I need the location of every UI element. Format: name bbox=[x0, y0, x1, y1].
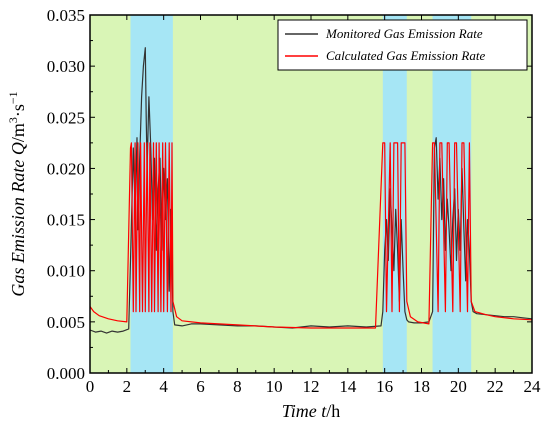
x-tick-label: 12 bbox=[303, 377, 320, 396]
x-tick-label: 6 bbox=[196, 377, 205, 396]
x-tick-label: 20 bbox=[450, 377, 467, 396]
y-tick-label: 0.025 bbox=[47, 108, 85, 127]
series-line-calculated bbox=[89, 142, 533, 329]
x-tick-label: 8 bbox=[233, 377, 242, 396]
y-tick-label: 0.015 bbox=[47, 211, 85, 230]
y-tick-label: 0.030 bbox=[47, 57, 85, 76]
x-tick-label: 4 bbox=[159, 377, 168, 396]
y-tick-label: 0.020 bbox=[47, 159, 85, 178]
series-lines bbox=[89, 47, 533, 334]
x-axis-title: Time t/h bbox=[282, 401, 341, 421]
highlight-band-2 bbox=[382, 15, 407, 373]
legend-label-monitored: Monitored Gas Emission Rate bbox=[325, 26, 483, 41]
x-tick-label: 10 bbox=[266, 377, 283, 396]
x-axis: 0 2 4 6 8 10 12 14 16 18 20 22 24 bbox=[86, 15, 541, 396]
legend-box bbox=[277, 19, 528, 71]
series-line-monitored bbox=[89, 47, 533, 334]
y-tick-label: 0.035 bbox=[47, 6, 85, 25]
y-axis: 0.000 0.005 0.010 0.015 0.020 0.025 0.030 0.035 bbox=[47, 6, 532, 383]
x-tick-label: 24 bbox=[524, 377, 542, 396]
legend-label-calculated: Calculated Gas Emission Rate bbox=[326, 48, 485, 63]
y-axis-title: Gas Emission Rate Q/m3·s−1 bbox=[6, 91, 28, 296]
x-tick-label: 2 bbox=[123, 377, 132, 396]
y-tick-label: 0.010 bbox=[47, 262, 85, 281]
x-tick-label: 0 bbox=[86, 377, 95, 396]
y-tick-label: 0.000 bbox=[47, 364, 85, 383]
x-tick-label: 22 bbox=[487, 377, 504, 396]
x-tick-label: 14 bbox=[339, 377, 357, 396]
y-tick-label: 0.005 bbox=[47, 313, 85, 332]
x-tick-label: 18 bbox=[413, 377, 430, 396]
legend: Monitored Gas Emission Rate Calculated G… bbox=[277, 19, 528, 71]
x-tick-label: 16 bbox=[376, 377, 393, 396]
